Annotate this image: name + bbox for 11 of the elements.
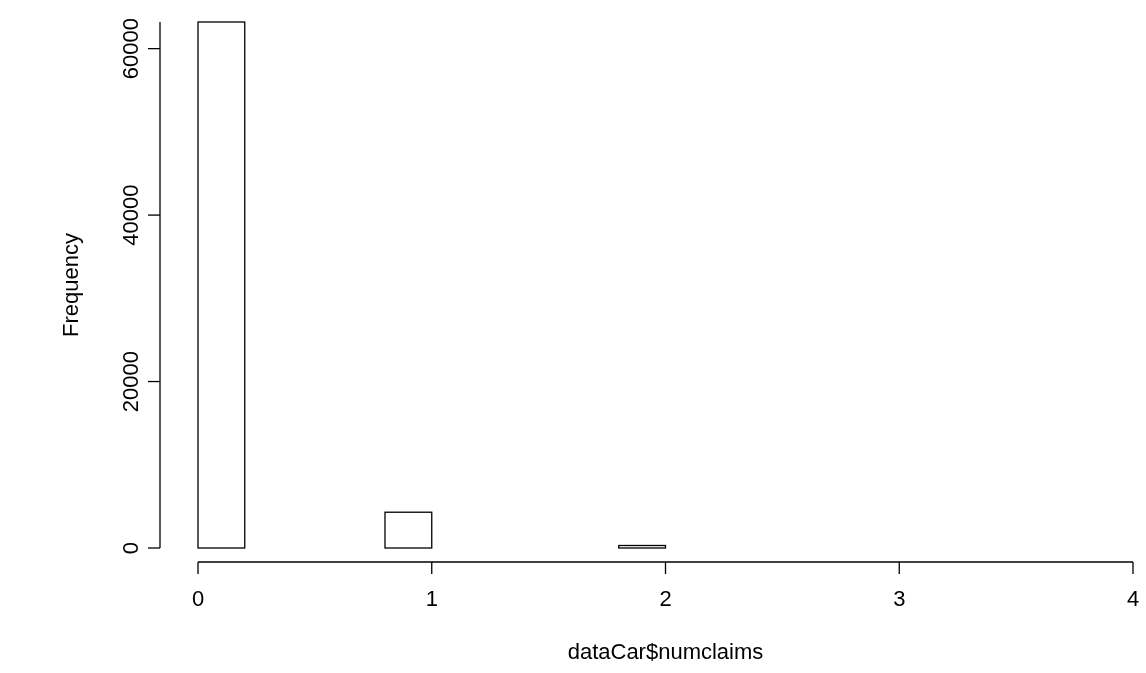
y-axis-title: Frequency — [58, 233, 83, 337]
y-tick-label: 60000 — [118, 18, 143, 80]
x-tick-label: 3 — [893, 586, 906, 611]
x-tick-label: 2 — [659, 586, 672, 611]
x-tick-label: 4 — [1126, 586, 1140, 611]
x-tick-label: 0 — [191, 586, 205, 611]
x-tick-label: 1 — [425, 586, 438, 611]
y-tick-label: 20000 — [118, 350, 143, 413]
y-tick-label: 0 — [118, 541, 143, 555]
y-tick-label: 40000 — [118, 184, 143, 246]
x-axis-title: dataCar$numclaims — [567, 639, 764, 664]
